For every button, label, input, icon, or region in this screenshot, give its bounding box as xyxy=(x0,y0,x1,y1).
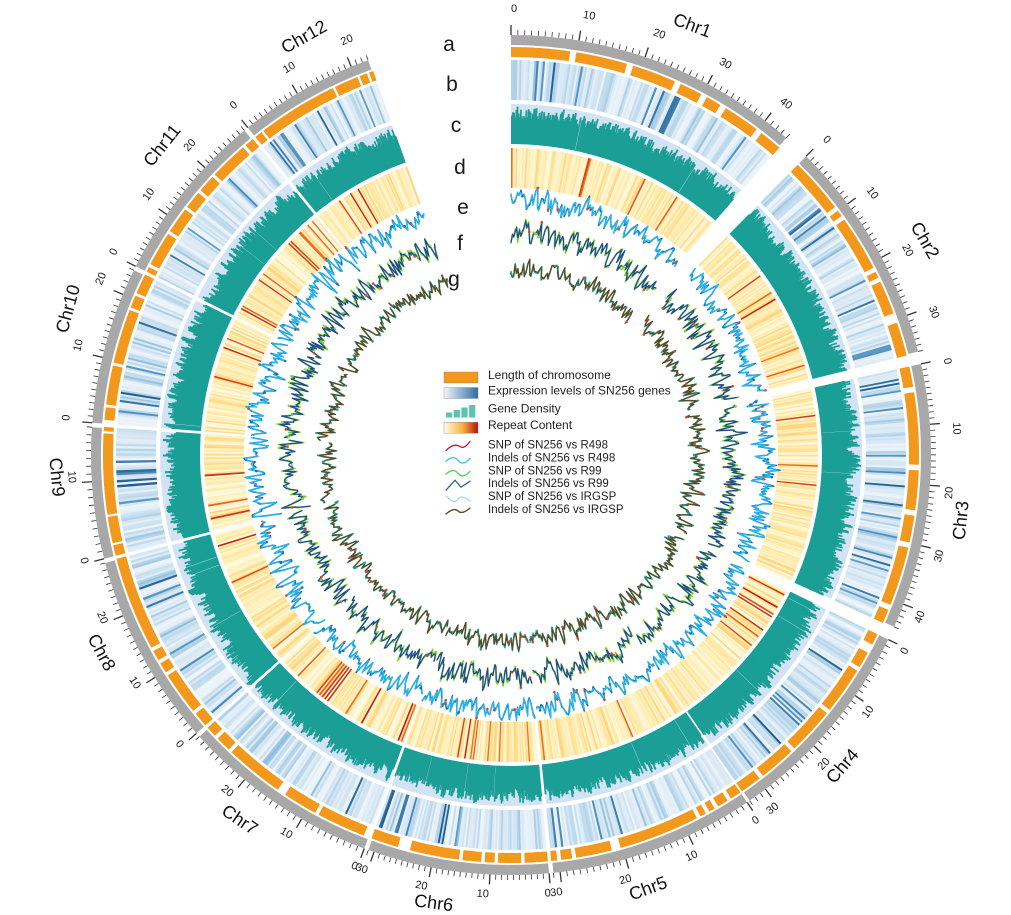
svg-text:20: 20 xyxy=(652,27,667,42)
svg-text:Chr11: Chr11 xyxy=(139,120,184,170)
svg-text:0: 0 xyxy=(77,556,90,565)
svg-text:20: 20 xyxy=(943,486,956,499)
svg-text:20: 20 xyxy=(181,137,198,154)
svg-text:f: f xyxy=(457,232,463,255)
svg-text:Indels of SN256 vs R498: Indels of SN256 vs R498 xyxy=(488,452,615,464)
svg-text:Chr2: Chr2 xyxy=(907,218,944,262)
svg-text:20: 20 xyxy=(94,610,110,626)
svg-text:SNP of SN256 vs R498: SNP of SN256 vs R498 xyxy=(488,440,608,452)
svg-text:0: 0 xyxy=(173,738,186,751)
svg-text:g: g xyxy=(448,268,460,291)
svg-text:20: 20 xyxy=(899,242,915,258)
svg-text:30: 30 xyxy=(926,305,941,321)
svg-text:10: 10 xyxy=(71,338,86,353)
svg-text:Chr9: Chr9 xyxy=(45,457,68,498)
svg-text:Chr7: Chr7 xyxy=(218,800,262,838)
svg-text:30: 30 xyxy=(932,549,946,564)
svg-text:0: 0 xyxy=(544,887,551,900)
svg-text:Chr1: Chr1 xyxy=(671,9,715,41)
svg-text:0: 0 xyxy=(107,246,120,257)
svg-text:20: 20 xyxy=(93,271,109,287)
svg-text:Indels of SN256 vs R99: Indels of SN256 vs R99 xyxy=(488,478,609,490)
svg-text:SNP of SN256 vs IRGSP: SNP of SN256 vs IRGSP xyxy=(488,491,617,503)
svg-text:0: 0 xyxy=(898,646,911,657)
svg-text:10: 10 xyxy=(140,186,157,203)
svg-text:0: 0 xyxy=(60,414,72,421)
svg-text:b: b xyxy=(446,73,458,96)
svg-text:c: c xyxy=(451,114,462,137)
svg-text:0: 0 xyxy=(228,99,240,112)
svg-text:Expression levels of SN256 gen: Expression levels of SN256 genes xyxy=(488,384,671,398)
svg-text:Gene Density: Gene Density xyxy=(488,402,561,416)
svg-text:Chr6: Chr6 xyxy=(413,890,454,915)
svg-text:Indels of SN256 vs IRGSP: Indels of SN256 vs IRGSP xyxy=(488,504,624,516)
svg-text:Chr4: Chr4 xyxy=(822,745,863,788)
svg-text:30: 30 xyxy=(717,56,733,72)
svg-text:10: 10 xyxy=(278,825,295,842)
svg-text:0: 0 xyxy=(820,133,833,146)
svg-text:20: 20 xyxy=(339,32,355,48)
svg-text:30: 30 xyxy=(764,800,781,817)
svg-text:a: a xyxy=(443,33,455,56)
svg-text:10: 10 xyxy=(860,704,877,721)
svg-text:Chr12: Chr12 xyxy=(278,16,331,57)
svg-text:10: 10 xyxy=(950,422,963,435)
svg-text:d: d xyxy=(454,156,466,179)
svg-text:0: 0 xyxy=(511,3,517,15)
svg-text:10: 10 xyxy=(864,185,881,202)
svg-text:Chr8: Chr8 xyxy=(84,630,120,674)
svg-text:10: 10 xyxy=(684,848,700,864)
svg-text:0: 0 xyxy=(941,357,954,366)
svg-text:10: 10 xyxy=(582,9,596,23)
svg-text:30: 30 xyxy=(550,886,564,899)
svg-text:e: e xyxy=(457,196,469,219)
svg-text:40: 40 xyxy=(912,609,928,625)
svg-text:Repeat Content: Repeat Content xyxy=(488,418,573,432)
svg-text:40: 40 xyxy=(777,95,794,112)
svg-text:Chr10: Chr10 xyxy=(52,282,84,335)
svg-text:10: 10 xyxy=(281,60,298,77)
svg-text:Length of chromosome: Length of chromosome xyxy=(488,368,611,382)
svg-text:Chr5: Chr5 xyxy=(626,872,670,904)
svg-text:SNP of SN256 vs R99: SNP of SN256 vs R99 xyxy=(488,465,602,477)
svg-text:Chr3: Chr3 xyxy=(949,500,973,541)
svg-text:0: 0 xyxy=(750,814,762,827)
svg-text:10: 10 xyxy=(126,675,143,692)
svg-text:10: 10 xyxy=(476,888,489,901)
svg-text:20: 20 xyxy=(219,783,236,800)
